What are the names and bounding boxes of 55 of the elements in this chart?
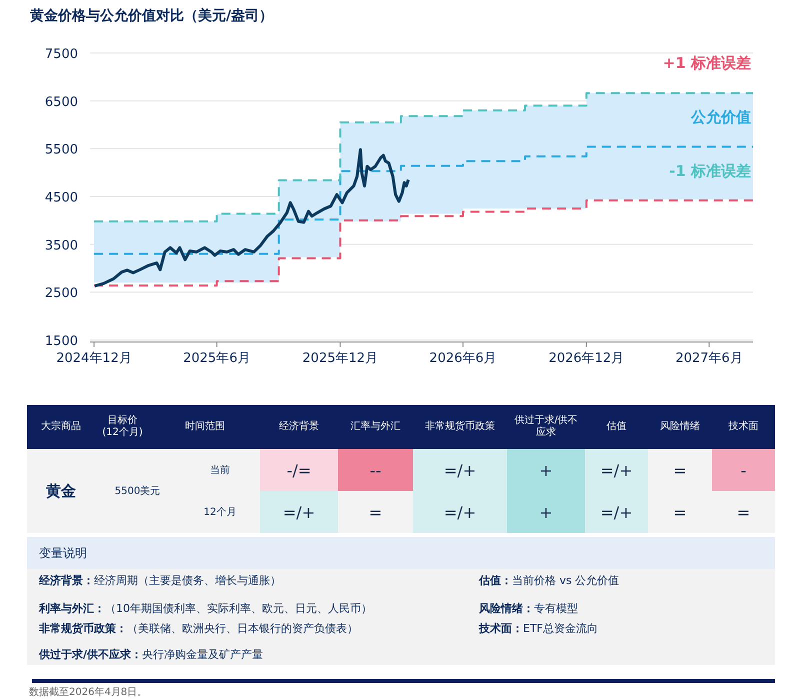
series-label: 公允价值 bbox=[690, 108, 751, 126]
text: 估值：当前价格 vs 公允价值 bbox=[479, 573, 620, 588]
text: 风险情绪：专有模型 bbox=[479, 601, 578, 616]
category-label: 汇率与外汇 bbox=[350, 420, 402, 434]
text: + bbox=[507, 449, 585, 491]
text: 黄金 bbox=[45, 480, 77, 502]
x-tick-label: 2024年12月 bbox=[56, 351, 132, 366]
text: 数据截至2026年4月8日。 bbox=[29, 686, 148, 699]
category-label: 风险情绪 bbox=[659, 420, 701, 434]
chart-title: 黄金价格与公允价值对比（美元/盎司） bbox=[29, 7, 274, 24]
text: 技术面：ETF总资金流向 bbox=[479, 621, 598, 636]
text: =/+ bbox=[260, 491, 338, 533]
text: -- bbox=[338, 449, 413, 491]
category-label: 经济背景 bbox=[278, 420, 320, 434]
y-tick-label: 5500 bbox=[44, 142, 78, 158]
text: =/+ bbox=[413, 449, 507, 491]
text: = bbox=[712, 491, 775, 533]
text: -/= bbox=[260, 449, 338, 491]
y-tick-label: 1500 bbox=[44, 334, 78, 349]
y-tick-label: 3500 bbox=[44, 238, 78, 254]
x-tick-label: 2025年12月 bbox=[302, 351, 378, 366]
text: =/+ bbox=[413, 491, 507, 533]
category-label: 目标价(12个月) bbox=[101, 414, 144, 440]
text: -1 标准误差 bbox=[669, 162, 751, 180]
y-tick-label: 4500 bbox=[44, 190, 78, 206]
y-tick-label: 2500 bbox=[44, 286, 78, 302]
text: 非常规货币政策：（美联储、欧洲央行、日本银行的资产负债表） bbox=[39, 621, 358, 636]
text: =/+ bbox=[585, 491, 648, 533]
text: 利率与外汇：（10年期国债利率、实际利率、欧元、日元、人民币） bbox=[39, 601, 372, 616]
text: 供过于求/供不应求：央行净购金量及矿产产量 bbox=[39, 647, 264, 662]
x-tick-label: 2027年6月 bbox=[675, 351, 743, 366]
text: 5500美元 bbox=[114, 484, 162, 499]
text: 经济背景：经济周期（主要是债务、增长与通胀） bbox=[39, 573, 281, 588]
text: =/+ bbox=[585, 449, 648, 491]
category-label: 估值 bbox=[606, 420, 628, 434]
text: - bbox=[712, 449, 775, 491]
y-tick-label: 6500 bbox=[44, 94, 78, 110]
text: 12个月 bbox=[202, 506, 238, 520]
x-tick-label: 2026年12月 bbox=[548, 351, 624, 366]
text: + bbox=[507, 491, 585, 533]
x-tick-label: 2025年6月 bbox=[183, 351, 250, 366]
category-label: 大宗商品 bbox=[40, 420, 82, 434]
category-label: 供过于求/供不应求 bbox=[513, 414, 579, 440]
text: = bbox=[648, 449, 712, 491]
text: = bbox=[338, 491, 413, 533]
category-label: 时间范围 bbox=[184, 420, 226, 434]
text: 变量说明 bbox=[27, 537, 775, 569]
text: = bbox=[648, 491, 712, 533]
x-tick-label: 2026年6月 bbox=[429, 351, 497, 366]
y-tick-label: 7500 bbox=[44, 47, 78, 62]
text: 当前 bbox=[209, 464, 231, 478]
line-series bbox=[93, 148, 410, 288]
text: +1 标准误差 bbox=[662, 54, 751, 72]
category-label: 非常规货币政策 bbox=[424, 420, 496, 434]
category-label: 技术面 bbox=[728, 420, 760, 434]
